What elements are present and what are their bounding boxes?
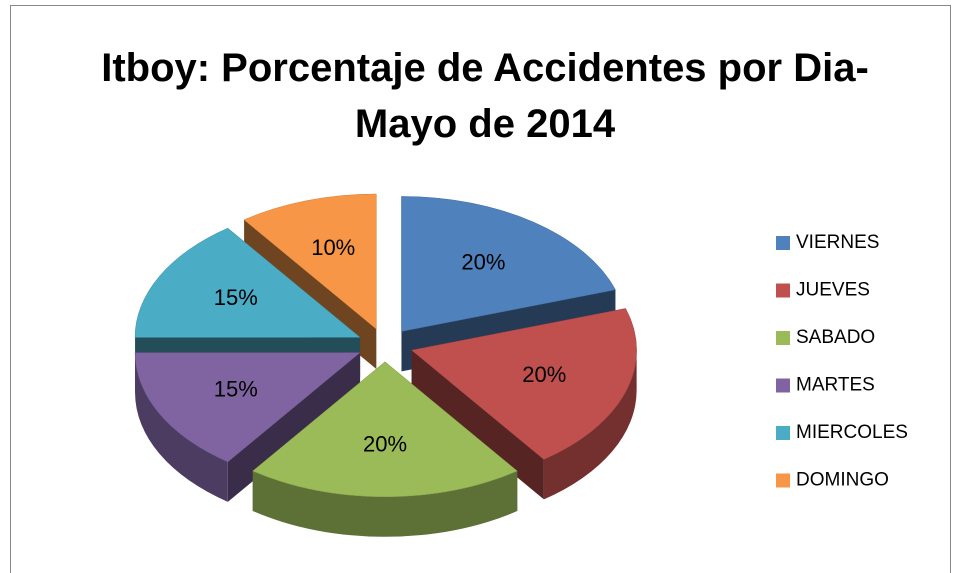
slice: 20% [252,361,518,537]
legend-label: SABADO [796,327,875,348]
slice-top [243,193,377,330]
legend-label: MIERCOLES [796,422,908,443]
legend-label: MARTES [796,375,875,396]
legend-label: JUEVES [796,280,870,301]
data-label: 20% [363,431,407,456]
slice-top [411,308,637,460]
legend-swatch [776,473,790,488]
slice-top [134,227,361,338]
slice-side [411,350,544,500]
data-label: 15% [214,376,258,401]
slice-side [135,352,228,502]
data-label: 10% [311,235,355,260]
slice-top [134,352,361,463]
slice-top [252,361,518,497]
legend-label: VIERNES [796,232,879,253]
legend-swatch [776,426,790,440]
slice-side [543,350,637,500]
slice-side [252,471,518,537]
legend-label: DOMINGO [796,470,889,491]
data-label: 15% [214,285,258,310]
data-label: 20% [522,362,566,387]
slice: 20% [411,308,637,500]
chart-title: Itboy: Porcentaje de Accidentes por Dia-… [101,46,869,146]
legend-swatch [776,378,790,393]
slice-top [401,196,616,332]
legend-swatch [776,283,790,298]
legend-swatch [776,236,790,250]
data-label: 20% [461,250,505,275]
legend-swatch [776,331,790,345]
